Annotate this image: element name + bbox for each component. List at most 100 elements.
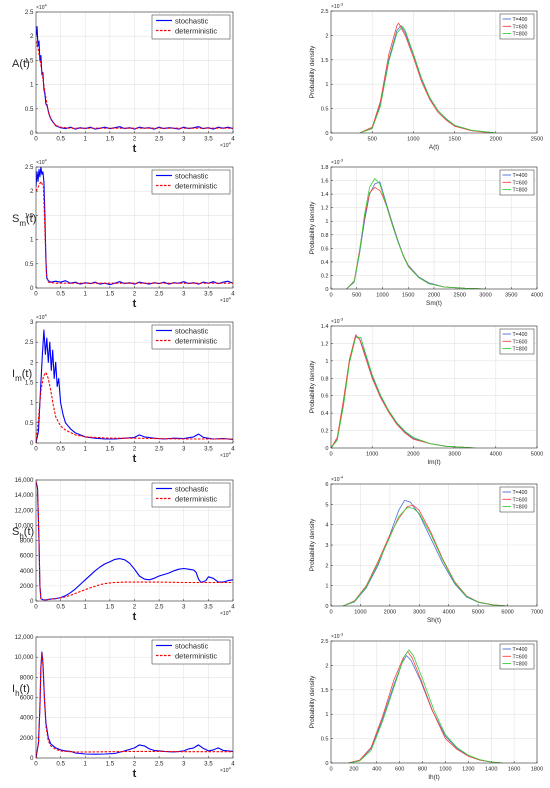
y-exponent: ×10-4 (331, 475, 344, 484)
y-tick-label: 4 (325, 523, 328, 529)
x-tick-label: 3.5 (204, 761, 213, 768)
x-tick-label: 3.5 (204, 291, 213, 298)
y-tick-label: 0.4 (321, 260, 329, 266)
x-tick-label: 600 (395, 767, 404, 773)
x-tick-label: 0.5 (56, 136, 65, 143)
x-exponent: ×104 (220, 141, 231, 150)
x-tick-label: 0 (34, 291, 38, 298)
x-tick-label: 2 (133, 291, 137, 298)
x-tick-label: 0 (34, 761, 38, 768)
x-axis-label: Sm(t) (426, 300, 442, 307)
series-line-t-800 (331, 336, 476, 448)
x-axis-label: Sh(t) (427, 617, 441, 624)
x-tick-label: 2 (133, 604, 137, 611)
y-tick-label: 1.4 (321, 192, 329, 198)
x-tick-label: 0.5 (56, 446, 65, 453)
series-line-t-600 (331, 334, 476, 448)
x-tick-label: 400 (372, 767, 381, 773)
y-exponent-power: -3 (339, 158, 343, 163)
y-tick-label: 3 (325, 543, 328, 549)
y-exponent-power: -4 (339, 475, 343, 480)
legend-label: stochastic (175, 485, 209, 494)
x-exponent-power: 4 (228, 609, 231, 614)
x-exponent-base: ×10 (220, 298, 229, 304)
y-tick-label: 1 (325, 219, 328, 225)
x-tick-label: 2.5 (155, 136, 164, 143)
x-tick-label: 200 (349, 767, 358, 773)
y-exponent-base: ×10 (331, 319, 340, 325)
y-tick-label: 0.2 (321, 429, 329, 435)
legend-label: T=600 (513, 339, 528, 345)
y-tick-label: 0.6 (321, 246, 329, 252)
y-axis-label-tail: (t) (22, 368, 32, 380)
x-tick-label: 3000 (413, 610, 425, 616)
y-tick-label: 0 (325, 446, 328, 452)
series-line-deterministic (36, 653, 233, 758)
x-tick-label: 4 (231, 604, 235, 611)
y-tick-label: 2 (325, 663, 328, 669)
legend-label: T=800 (513, 662, 528, 668)
x-tick-label: 1 (84, 446, 88, 453)
series-line-t-800 (348, 649, 503, 763)
panel-Sm-time: 0 0.5 1 1.5 2 2.5 3 3.5 400.511.522.5×104×104sto… (12, 158, 235, 311)
y-axis-label-tail: (t) (20, 683, 30, 695)
x-axis-label: A(t) (429, 144, 439, 151)
x-tick-label: 0 (329, 452, 332, 458)
y-tick-label: 2.5 (321, 9, 329, 15)
y-tick-label: 1.5 (25, 212, 34, 219)
x-tick-label: 1200 (462, 767, 474, 773)
x-tick-label: 3 (182, 604, 186, 611)
x-tick-label: 0 (329, 293, 332, 299)
y-tick-label: 0.2 (321, 273, 329, 279)
x-tick-label: 5000 (472, 610, 484, 616)
y-tick-label: 1.5 (321, 58, 329, 64)
legend-label: stochastic (175, 17, 209, 26)
x-tick-label: 2.5 (155, 761, 164, 768)
y-axis-label: Im(t) (12, 368, 32, 383)
y-tick-label: 2 (325, 563, 328, 569)
x-tick-label: 0 (34, 136, 38, 143)
y-tick-label: 0.5 (25, 106, 34, 113)
y-axis-label-sub: m (15, 374, 22, 383)
panel-A-time: 0 0.5 1 1.5 2 2.5 3 3.5 400.511.522.5×104×104sto… (12, 3, 235, 156)
y-exponent: ×104 (36, 313, 47, 322)
y-tick-label: 0 (30, 285, 34, 292)
x-tick-label: 3500 (505, 293, 517, 299)
y-tick-label: 1.2 (321, 206, 329, 212)
y-tick-label: 0.4 (321, 411, 329, 417)
x-tick-label: 4 (231, 291, 235, 298)
y-axis-label: Probability density (309, 360, 316, 413)
x-tick-label: 1 (84, 136, 88, 143)
x-tick-label: 4000 (442, 610, 454, 616)
y-tick-label: 1.5 (321, 688, 329, 694)
y-exponent-base: ×10 (331, 160, 340, 166)
y-exponent-base: ×10 (331, 634, 340, 640)
x-tick-label: 0 (34, 604, 38, 611)
legend-label: deterministic (175, 337, 217, 346)
x-tick-label: 1800 (531, 767, 543, 773)
y-exponent-power: 4 (44, 3, 47, 8)
x-tick-label: 1.5 (106, 604, 115, 611)
series-line-stochastic (36, 481, 233, 601)
x-tick-label: 4000 (490, 452, 502, 458)
axes-frame (35, 11, 234, 134)
x-tick-label: 6000 (501, 610, 513, 616)
y-tick-label: 0 (325, 131, 328, 137)
series-line-t-400 (342, 499, 508, 606)
y-tick-label: 2 (30, 33, 34, 40)
y-tick-label: 2.5 (25, 339, 34, 346)
x-tick-label: 1000 (407, 137, 419, 143)
x-tick-label: 2 (133, 136, 137, 143)
legend-label: T=800 (513, 32, 528, 38)
x-axis-label: t (133, 453, 137, 465)
x-tick-label: 3.5 (204, 136, 213, 143)
x-exponent: ×104 (220, 296, 231, 305)
x-tick-label: 1.5 (106, 136, 115, 143)
series-line-t-800 (359, 26, 496, 133)
y-tick-label: 1 (30, 237, 34, 244)
y-axis-label-sub: h (19, 532, 23, 541)
x-tick-label: 0.5 (56, 291, 65, 298)
x-tick-label: 1000 (439, 767, 451, 773)
y-tick-label: 4000 (20, 568, 34, 575)
